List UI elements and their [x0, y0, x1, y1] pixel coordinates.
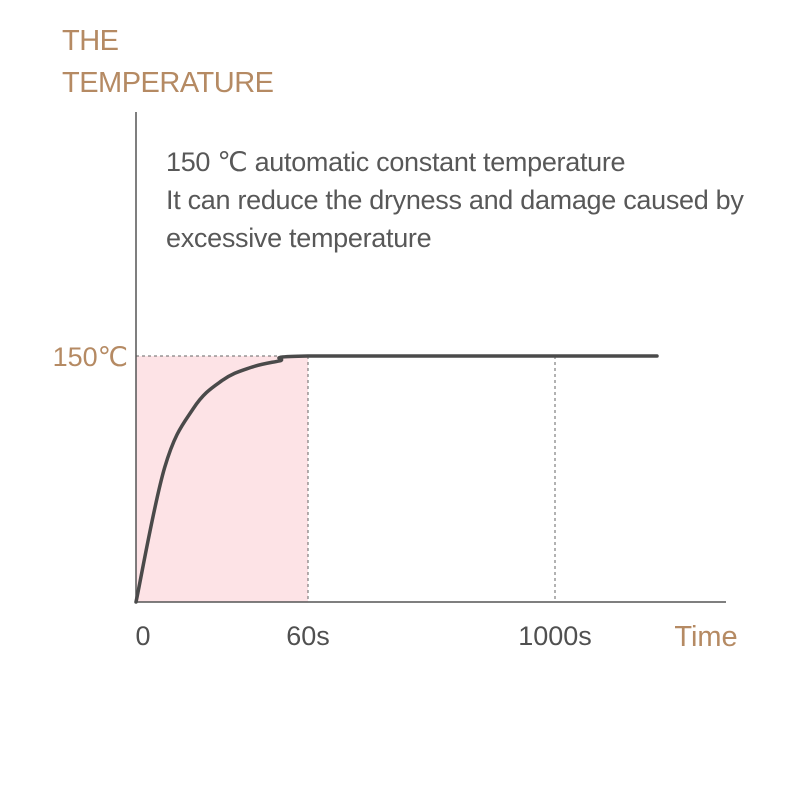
warmup-region — [136, 356, 308, 602]
x-axis-title: Time — [674, 621, 737, 653]
x-tick-label: 60s — [286, 621, 330, 651]
y-axis-title: THE TEMPERATURE — [62, 20, 274, 104]
annotation-line-2: It can reduce the dryness and damage cau… — [166, 185, 744, 215]
y-tick-label: 150℃ — [53, 342, 128, 372]
y-axis-title-line-2: TEMPERATURE — [62, 67, 274, 99]
annotation-line-1: 150 ℃ automatic constant temperature — [166, 147, 626, 177]
x-tick-label: 1000s — [518, 621, 592, 651]
annotation-line-3: excessive temperature — [166, 223, 432, 253]
x-tick-label: 0 — [135, 621, 150, 651]
y-axis-title-line-1: THE — [62, 25, 119, 57]
chart-annotation: 150 ℃ automatic constant temperature It … — [166, 143, 744, 257]
temperature-series-line — [134, 354, 659, 604]
